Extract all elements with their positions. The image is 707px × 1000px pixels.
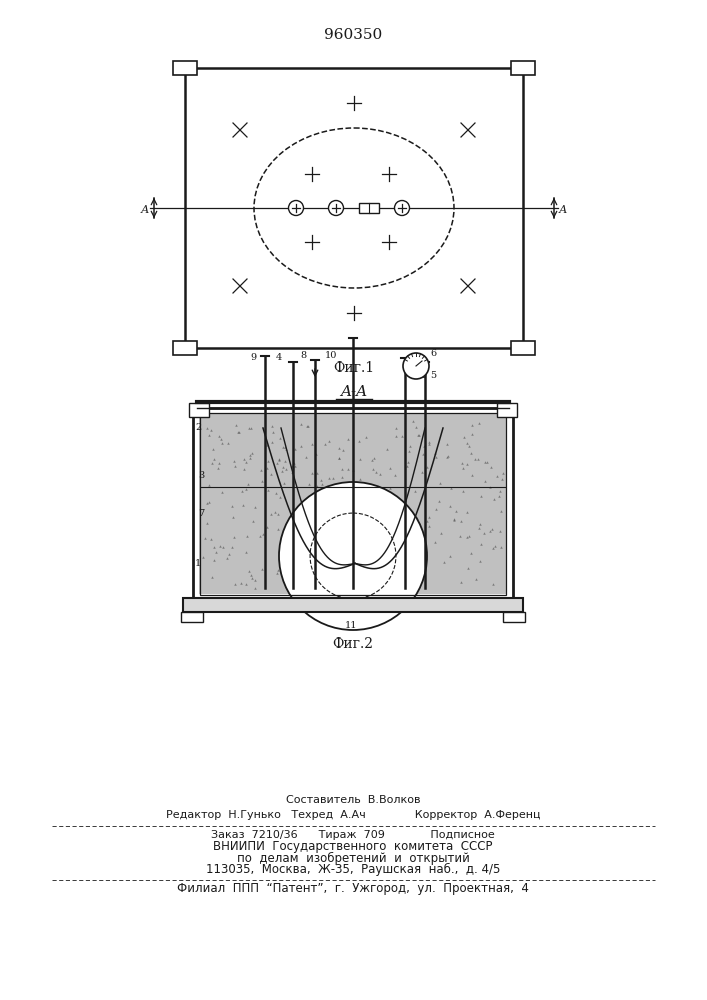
Bar [193,408,513,598]
Bar [199,414,507,594]
Bar [359,203,379,213]
Text: А: А [141,205,149,215]
Bar [200,413,506,595]
Text: 12: 12 [415,371,427,380]
Bar [185,68,523,348]
Circle shape [395,200,409,216]
Text: 7: 7 [198,510,204,518]
Text: Редактор  Н.Гунько   Техред  А.Ач              Корректор  А.Ференц: Редактор Н.Гунько Техред А.Ач Корректор … [165,810,540,820]
Text: 9: 9 [250,354,256,362]
Text: Фиг.1: Фиг.1 [334,361,375,375]
Text: Филиал  ППП  “Патент”,  г.  Ужгород,  ул.  Проектная,  4: Филиал ППП “Патент”, г. Ужгород, ул. Про… [177,882,529,895]
Text: 6: 6 [430,349,436,358]
Bar [183,598,523,612]
Text: по  делам  изобретений  и  открытий: по делам изобретений и открытий [237,852,469,865]
Text: 2: 2 [195,424,201,432]
Bar [181,612,203,622]
Circle shape [329,200,344,216]
Circle shape [403,353,429,379]
Bar [503,612,525,622]
Text: 10: 10 [325,352,337,360]
Text: А: А [559,205,567,215]
Text: A-A: A-A [341,385,368,399]
Circle shape [279,482,427,630]
Bar [189,403,209,417]
Text: 4: 4 [276,354,282,362]
Text: 960350: 960350 [324,28,382,42]
Bar [511,61,535,75]
Circle shape [288,200,303,216]
Bar [511,341,535,355]
Text: 113035,  Москва,  Ж-35,  Раушская  наб.,  д. 4/5: 113035, Москва, Ж-35, Раушская наб., д. … [206,863,500,876]
Bar [497,403,517,417]
Text: 5: 5 [430,371,436,380]
Text: ВНИИПИ  Государственного  комитета  СССР: ВНИИПИ Государственного комитета СССР [214,840,493,853]
Text: 3: 3 [198,472,204,481]
Text: 8: 8 [300,352,306,360]
Ellipse shape [254,128,454,288]
Text: Заказ  7210/36      Тираж  709             Подписное: Заказ 7210/36 Тираж 709 Подписное [211,830,495,840]
Bar [173,61,197,75]
Text: 1: 1 [195,558,201,568]
Bar [173,341,197,355]
Text: Составитель  В.Волков: Составитель В.Волков [286,795,420,805]
Text: 11: 11 [345,621,357,631]
Text: Фиг.2: Фиг.2 [332,637,373,651]
